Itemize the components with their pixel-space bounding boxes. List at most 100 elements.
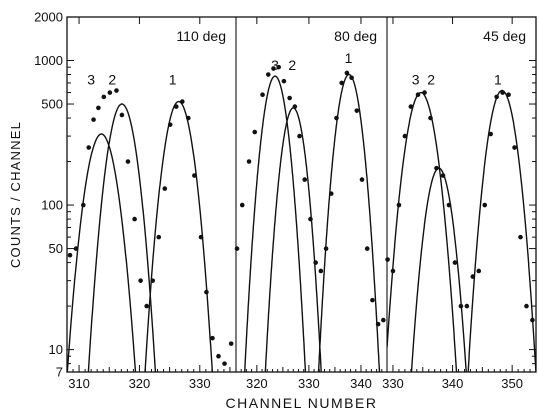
data-point xyxy=(381,317,386,323)
data-point xyxy=(328,191,334,196)
x-tick-label: 320 xyxy=(246,376,268,391)
panel-angle-label: 110 deg xyxy=(176,28,226,44)
data-point xyxy=(96,105,101,111)
peak-label: 3 xyxy=(271,57,279,73)
data-point xyxy=(114,88,119,93)
data-point xyxy=(204,289,209,295)
x-tick-label: 330 xyxy=(298,376,320,391)
fit-curve-peak-1 xyxy=(144,100,214,372)
data-point xyxy=(482,202,488,208)
data-point xyxy=(192,173,197,178)
peak-label: 1 xyxy=(494,72,502,88)
x-tick-label: 310 xyxy=(68,376,90,391)
y-axis-label: COUNTS / CHANNEL xyxy=(8,121,23,268)
data-point xyxy=(132,216,137,222)
fit-curve-peak-3 xyxy=(243,75,307,372)
data-point xyxy=(252,129,258,135)
data-point xyxy=(138,278,143,283)
data-point xyxy=(422,90,427,95)
y-tick-label: 10 xyxy=(49,342,63,357)
peak-label: 1 xyxy=(169,72,177,88)
data-point xyxy=(281,78,287,84)
data-point xyxy=(428,115,433,121)
data-point xyxy=(339,80,345,86)
data-point xyxy=(512,145,517,150)
panel-angle-label: 45 deg xyxy=(483,28,526,44)
data-point xyxy=(452,260,458,265)
peak-label: 3 xyxy=(412,72,420,88)
panel-1: 110 deg 310 320 330 3 2 1 xyxy=(66,17,237,391)
panel-2: 80 deg 320 330 340 3 2 1 xyxy=(234,17,388,391)
data-point xyxy=(530,317,535,323)
data-point xyxy=(500,90,505,95)
data-point xyxy=(80,202,86,208)
x-tick-label: 330 xyxy=(382,376,404,391)
data-point xyxy=(375,321,381,327)
data-point xyxy=(292,104,298,109)
data-point xyxy=(86,145,92,150)
data-point xyxy=(198,234,204,240)
data-point xyxy=(415,92,421,98)
y-tick-label: 100 xyxy=(41,198,63,213)
y-tick-label: 50 xyxy=(49,241,63,256)
data-point xyxy=(239,202,245,208)
y-tick-label: 2000 xyxy=(34,10,63,25)
data-point xyxy=(458,303,464,309)
data-point xyxy=(276,64,281,70)
data-point xyxy=(344,70,350,76)
x-tick-label: 320 xyxy=(129,376,151,391)
data-point xyxy=(162,186,168,191)
x-tick-label: 340 xyxy=(442,376,464,391)
data-point xyxy=(91,117,96,122)
fit-curve-peak-1 xyxy=(317,73,381,372)
data-point xyxy=(334,115,339,121)
data-point xyxy=(494,94,499,100)
data-point xyxy=(297,133,302,139)
data-point xyxy=(464,303,470,309)
data-point xyxy=(150,278,156,283)
data-point xyxy=(119,112,125,118)
data-point xyxy=(101,94,107,100)
data-point xyxy=(408,104,414,109)
data-point xyxy=(364,246,370,251)
y-tick-label: 1000 xyxy=(34,53,63,68)
data-point xyxy=(234,246,240,251)
data-point xyxy=(385,257,390,262)
data-point xyxy=(518,234,523,240)
data-point xyxy=(370,297,375,303)
peak-label: 2 xyxy=(288,57,296,73)
x-tick-label: 350 xyxy=(501,376,523,391)
y-axis-label-group: COUNTS / CHANNEL xyxy=(8,121,23,268)
fit-curve-peak-2 xyxy=(410,167,467,372)
data-point xyxy=(186,115,191,121)
data-point xyxy=(246,159,252,164)
panel-curves xyxy=(387,89,536,372)
data-point xyxy=(228,341,234,346)
data-point xyxy=(402,133,408,139)
peak-label: 3 xyxy=(87,72,95,88)
data-point xyxy=(476,268,482,274)
x-tick-label: 330 xyxy=(189,376,211,391)
data-point xyxy=(488,131,494,137)
peak-label: 2 xyxy=(427,72,435,88)
fit-curve-peak-2 xyxy=(87,103,157,372)
data-point xyxy=(470,274,476,279)
data-point xyxy=(440,173,446,178)
data-point xyxy=(434,165,439,171)
data-point xyxy=(271,66,276,71)
data-point xyxy=(318,268,324,274)
data-point xyxy=(390,268,396,274)
data-point xyxy=(265,72,271,77)
panel-curves xyxy=(67,100,214,372)
data-point xyxy=(73,246,79,251)
data-point xyxy=(308,216,313,222)
data-point xyxy=(210,335,215,341)
data-point xyxy=(446,202,452,208)
plot-frame xyxy=(66,16,537,373)
y-tick-label: 500 xyxy=(41,97,63,112)
data-point xyxy=(359,177,365,182)
y-tick-label: 7 xyxy=(56,365,63,380)
data-point xyxy=(107,90,113,95)
